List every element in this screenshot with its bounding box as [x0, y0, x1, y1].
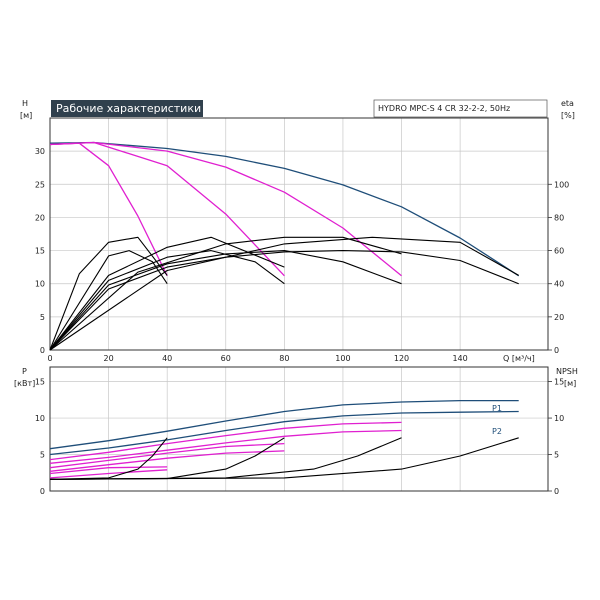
series-P-pink-a-line — [49, 421, 402, 461]
right-tick-label: 10 — [554, 414, 564, 423]
right-tick-label: 60 — [554, 247, 564, 256]
series-H-3-pumps-line — [49, 141, 402, 277]
series-eta-2-line — [49, 236, 285, 351]
chart-title: Рабочие характеристики — [56, 102, 201, 115]
right-tick-label: 5 — [554, 451, 559, 460]
x-tick-label: 80 — [279, 354, 289, 363]
series-P-pink-c-line — [49, 442, 285, 469]
eta-axis-unit: [%] — [561, 111, 575, 120]
series-NPSH-4-line — [49, 437, 519, 480]
left-tick-label: 20 — [35, 213, 45, 222]
left-tick-label: 5 — [40, 313, 45, 322]
eta-axis-label: eta — [561, 99, 574, 108]
left-tick-label: 25 — [35, 180, 45, 189]
series-P-pink-f-line — [49, 469, 168, 479]
head-chart-frame — [49, 117, 549, 351]
power-chart-frame — [49, 366, 549, 492]
head-efficiency-chart: 0 5 10 15 20 25 30 0 20 40 60 80 100 0 20 40 60 80 100 12… — [20, 99, 575, 363]
series-eta-4-line — [49, 236, 519, 351]
series-p1-line — [49, 399, 519, 450]
npsh-axis-label: NPSH — [556, 367, 578, 376]
series-p2-line — [49, 410, 519, 456]
power-axis-ticks: 0 5 10 15 — [35, 378, 45, 496]
power-npsh-chart: 0 5 10 15 0 5 10 15 P [кВт] NPSH [м] P1 P2 — [14, 366, 578, 496]
head-chart-series — [49, 141, 520, 351]
series-H-min-2-line — [49, 250, 285, 351]
left-tick-label: 10 — [35, 414, 45, 423]
flow-axis-ticks: 0 20 40 60 80 100 120 140 — [47, 354, 467, 363]
eta-axis-ticks: 0 20 40 60 80 100 — [548, 180, 569, 355]
series-H-min-pump-line — [49, 250, 168, 351]
npsh-axis-ticks: 0 5 10 15 — [548, 378, 564, 496]
series-H-min-3-line — [49, 250, 402, 351]
chart-title-background — [51, 100, 203, 117]
flow-axis-label: Q [м³/ч] — [503, 354, 535, 363]
x-tick-label: 120 — [394, 354, 409, 363]
head-chart-grid — [49, 118, 548, 351]
right-tick-label: 40 — [554, 280, 564, 289]
left-tick-label: 10 — [35, 280, 45, 289]
series-eta-3-line — [49, 236, 402, 351]
series-P-pink-b-line — [49, 429, 402, 464]
x-tick-label: 0 — [47, 354, 52, 363]
x-tick-label: 40 — [162, 354, 172, 363]
model-label: HYDRO MPC-S 4 CR 32-2-2, 50Hz — [378, 104, 510, 113]
x-tick-label: 20 — [103, 354, 113, 363]
power-axis-unit: [кВт] — [14, 379, 35, 388]
left-tick-label: 15 — [35, 247, 45, 256]
series-P-pink-e-line — [49, 466, 168, 475]
npsh-axis-unit: [м] — [564, 379, 576, 388]
series-NPSH-1-line — [49, 437, 168, 480]
series-H-system-max-line — [49, 141, 520, 277]
right-tick-label: 80 — [554, 213, 564, 222]
legend-p1: P1 — [492, 404, 502, 413]
series-H-min-4-line — [49, 250, 519, 351]
power-chart-series — [49, 399, 519, 480]
left-tick-label: 15 — [35, 378, 45, 387]
left-tick-label: 0 — [40, 487, 45, 496]
x-tick-label: 140 — [452, 354, 467, 363]
power-axis-label: P — [22, 367, 27, 376]
head-axis-label: H — [22, 99, 28, 108]
model-label-box — [373, 99, 548, 118]
series-eta-1-line — [49, 236, 168, 351]
legend-p2: P2 — [492, 427, 502, 436]
x-tick-label: 100 — [335, 354, 350, 363]
right-tick-label: 15 — [554, 378, 564, 387]
right-tick-label: 20 — [554, 313, 564, 322]
x-tick-label: 60 — [221, 354, 231, 363]
left-tick-label: 0 — [40, 346, 45, 355]
right-tick-label: 0 — [554, 346, 559, 355]
series-P-pink-d-line — [49, 450, 285, 472]
right-tick-label: 0 — [554, 487, 559, 496]
right-tick-label: 100 — [554, 180, 569, 189]
left-tick-label: 5 — [40, 451, 45, 460]
head-axis-unit: [м] — [20, 111, 32, 120]
left-tick-label: 30 — [35, 147, 45, 156]
head-axis-ticks: 0 5 10 15 20 25 30 — [35, 147, 45, 355]
